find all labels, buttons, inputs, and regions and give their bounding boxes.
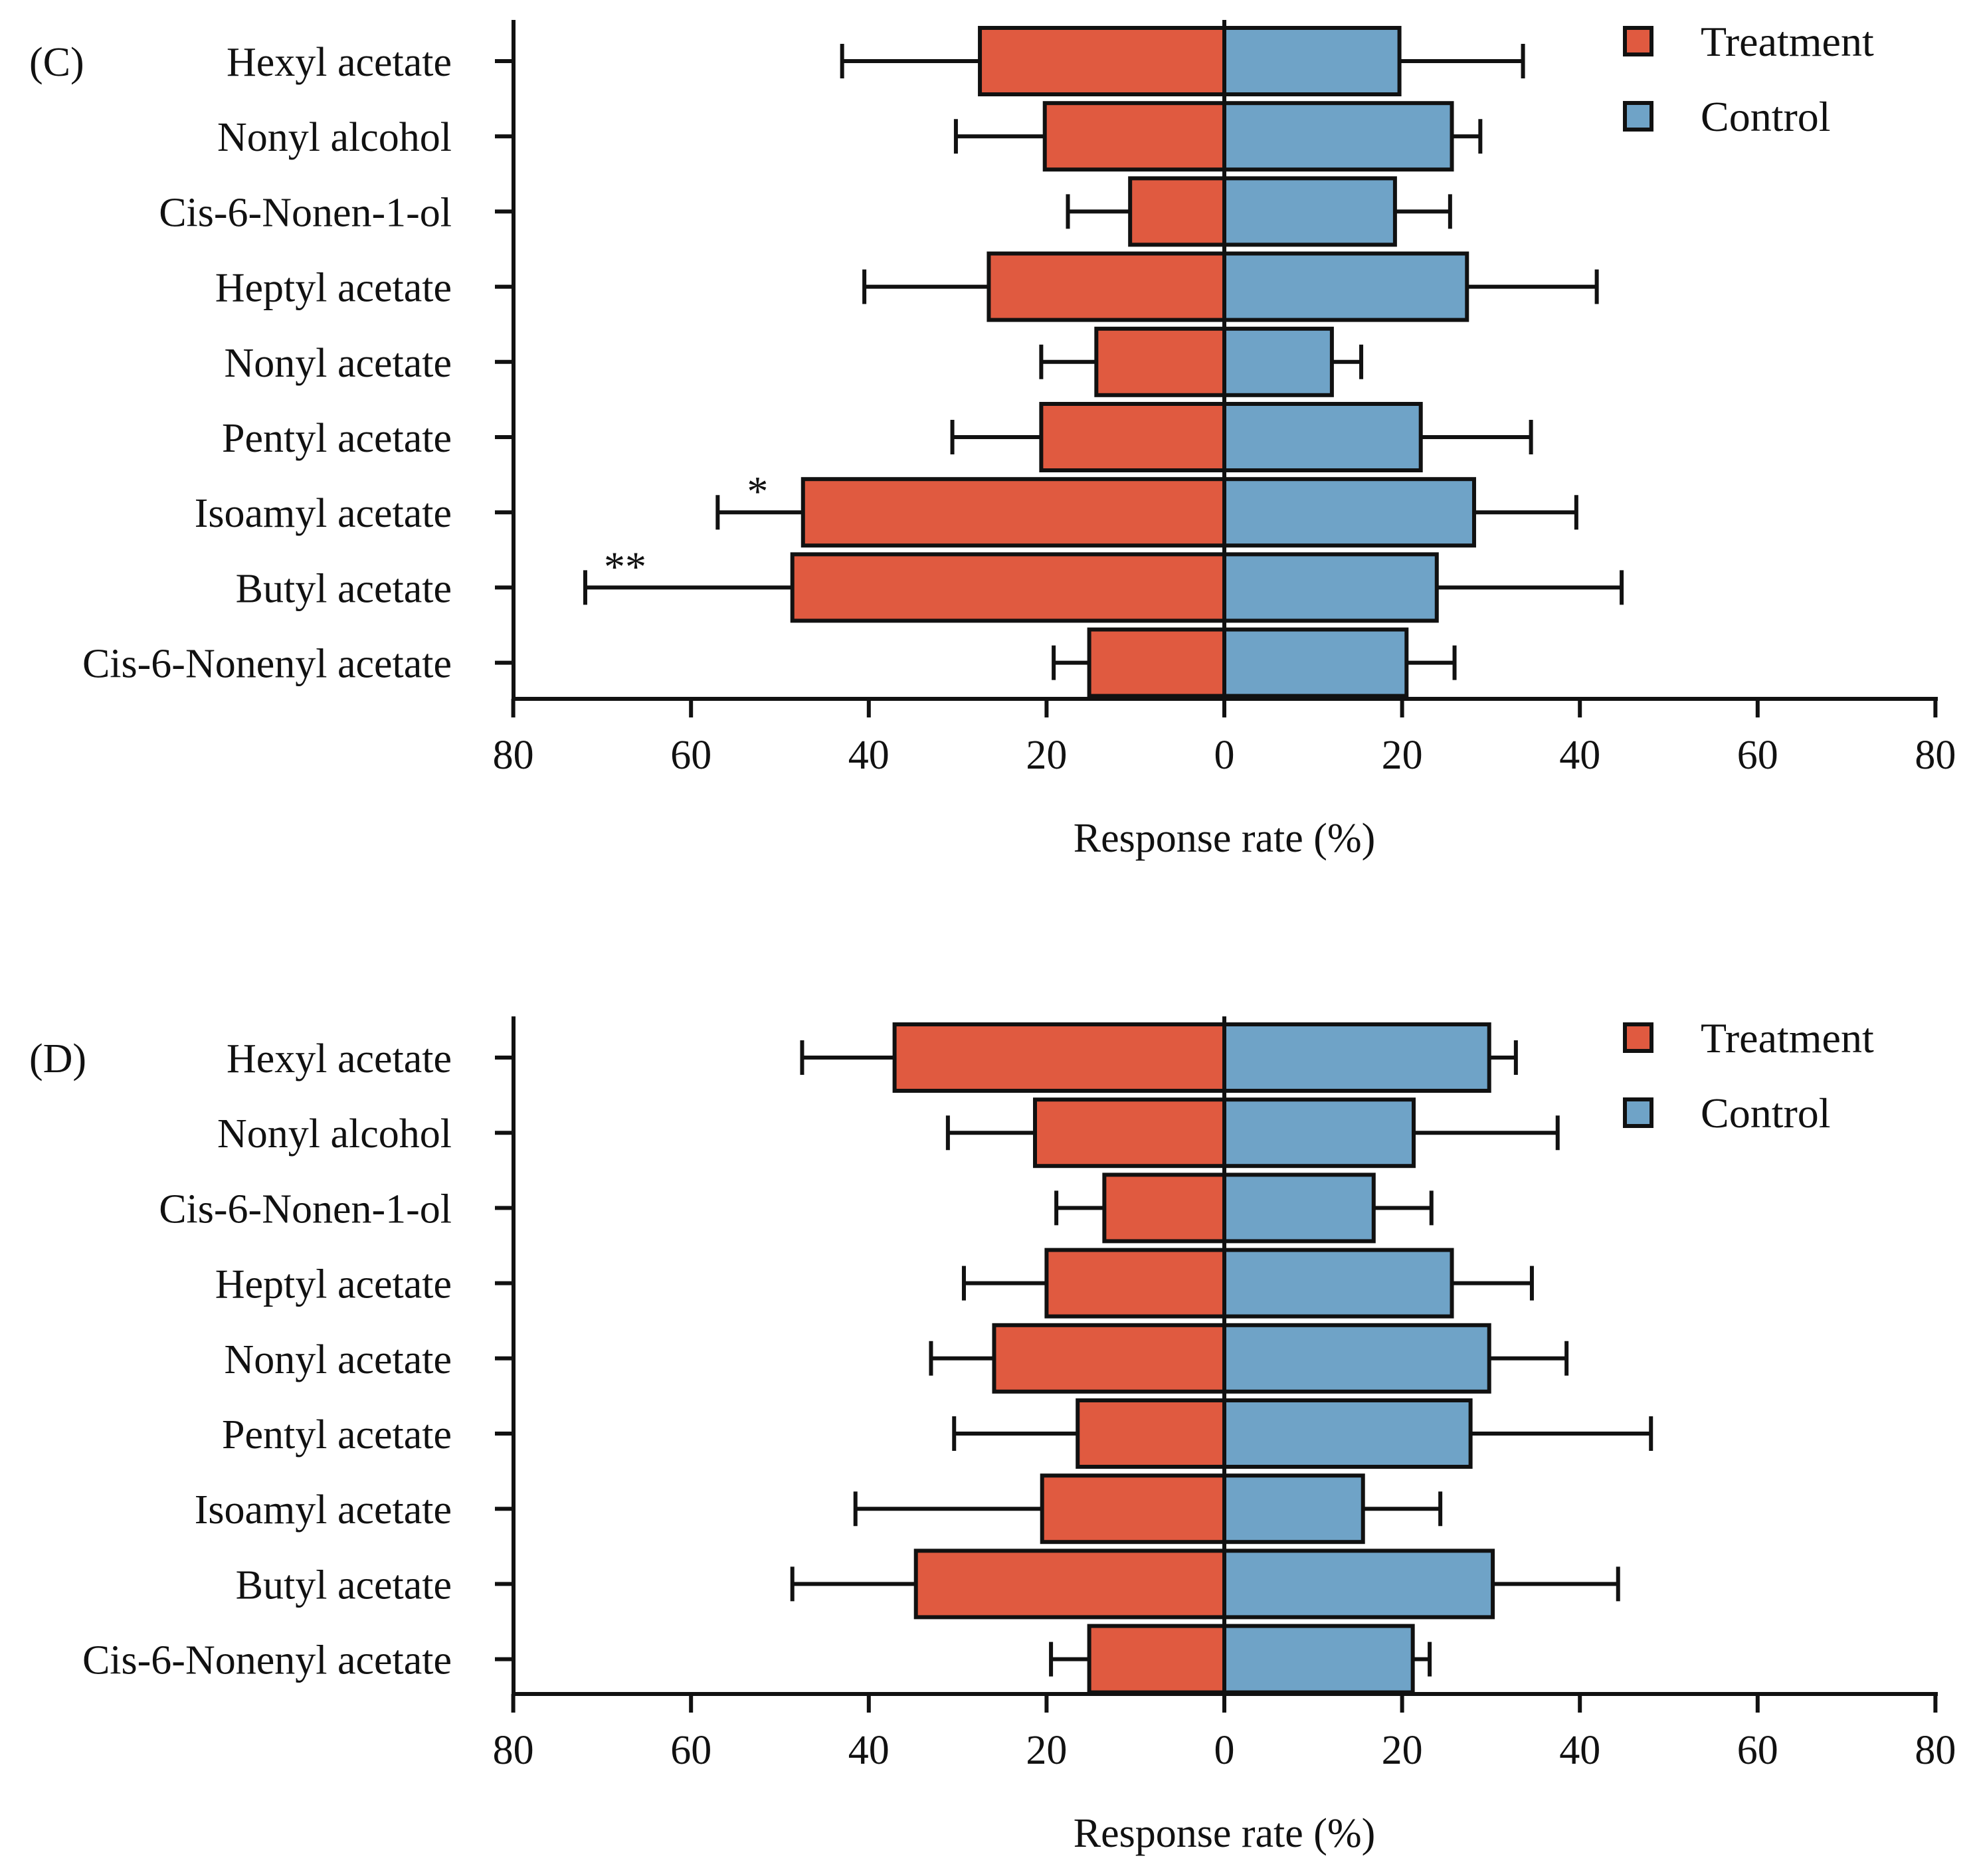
- x-tick-label: 80: [1915, 1728, 1956, 1773]
- treatment-bar: [1094, 326, 1226, 397]
- category-label: Isoamyl acetate: [195, 491, 452, 536]
- legend-swatch: [1623, 1097, 1653, 1128]
- category-label: Cis-6-Nonen-1-ol: [159, 1186, 452, 1232]
- category-label: Hexyl acetate: [227, 1036, 452, 1081]
- treatment-bar: [913, 1548, 1226, 1620]
- legend-label: Treatment: [1701, 18, 1874, 65]
- significance-label: **: [604, 543, 646, 590]
- control-bar: [1222, 1248, 1454, 1319]
- legend-swatch: [1623, 26, 1653, 56]
- treatment-bar: [1087, 1624, 1227, 1695]
- x-tick-label: 40: [1559, 733, 1600, 778]
- treatment-bar: [1102, 1172, 1226, 1244]
- x-tick-label: 40: [1559, 1728, 1600, 1773]
- treatment-bar: [1033, 1097, 1226, 1169]
- treatment-bar: [892, 1022, 1227, 1093]
- control-bar: [1222, 251, 1469, 322]
- control-bar: [1222, 26, 1402, 96]
- panel-c: Hexyl acetate Nonyl alcohol Cis-6-Nonen-1-…: [29, 18, 1956, 861]
- x-tick-label: 80: [493, 733, 534, 778]
- category-label: Cis-6-Nonen-1-ol: [159, 190, 452, 235]
- x-tick-label: 60: [1737, 1728, 1778, 1773]
- control-bar: [1222, 101, 1454, 172]
- control-bar: [1222, 1172, 1376, 1244]
- control-bar: [1222, 1323, 1491, 1394]
- x-tick-label: 80: [493, 1728, 534, 1773]
- x-tick-label: 40: [848, 733, 890, 778]
- treatment-bar: [1076, 1398, 1226, 1469]
- control-bar: [1222, 477, 1476, 548]
- x-tick-label: 80: [1915, 733, 1956, 778]
- control-bar: [1222, 627, 1409, 698]
- treatment-bar: [800, 477, 1226, 548]
- category-label: Nonyl alcohol: [217, 1111, 452, 1157]
- x-tick-label: 60: [670, 1728, 711, 1773]
- treatment-bar: [1039, 402, 1226, 472]
- control-bar: [1222, 1624, 1415, 1695]
- x-tick-label: 0: [1214, 1728, 1235, 1773]
- control-bar: [1222, 1473, 1365, 1545]
- category-label: Isoamyl acetate: [195, 1487, 452, 1533]
- treatment-bar: [992, 1323, 1226, 1394]
- panel-label: (D): [29, 1036, 86, 1081]
- treatment-bar: [978, 26, 1227, 96]
- category-label: Pentyl acetate: [222, 1412, 452, 1457]
- x-tick-label: 40: [848, 1728, 890, 1773]
- category-label: Butyl acetate: [236, 1562, 452, 1608]
- control-bar: [1222, 552, 1439, 623]
- x-axis-title: Response rate (%): [1074, 1811, 1376, 1856]
- category-label: Cis-6-Nonenyl acetate: [82, 642, 452, 687]
- category-label: Butyl acetate: [236, 566, 452, 611]
- control-bar: [1222, 326, 1334, 397]
- treatment-bar: [1040, 1473, 1226, 1545]
- x-axis-title: Response rate (%): [1074, 816, 1376, 861]
- x-tick-label: 20: [1026, 733, 1067, 778]
- control-bar: [1222, 176, 1397, 247]
- x-tick-label: 20: [1382, 1728, 1423, 1773]
- control-bar: [1222, 1398, 1473, 1469]
- category-label: Cis-6-Nonenyl acetate: [82, 1638, 452, 1683]
- treatment-bar: [1044, 1248, 1227, 1319]
- category-label: Nonyl acetate: [224, 1337, 452, 1382]
- control-bar: [1222, 1022, 1491, 1093]
- x-tick-label: 60: [670, 733, 711, 778]
- legend-label: Control: [1701, 93, 1831, 140]
- category-label: Heptyl acetate: [215, 266, 452, 311]
- panel-label: (C): [29, 40, 84, 85]
- x-tick-label: 0: [1214, 733, 1235, 778]
- treatment-bar: [1128, 176, 1226, 247]
- treatment-bar: [1087, 627, 1227, 698]
- control-bar: [1222, 402, 1423, 472]
- legend-swatch: [1623, 1022, 1653, 1053]
- category-label: Nonyl alcohol: [217, 115, 452, 160]
- x-tick-label: 20: [1026, 1728, 1067, 1773]
- category-label: Nonyl acetate: [224, 341, 452, 386]
- legend-swatch: [1623, 101, 1653, 132]
- x-tick-label: 60: [1737, 733, 1778, 778]
- treatment-bar: [790, 552, 1227, 623]
- significance-label: *: [747, 468, 768, 515]
- control-bar: [1222, 1548, 1495, 1620]
- panel-d: Hexyl acetate Nonyl alcohol Cis-6-Nonen-1-…: [29, 1014, 1956, 1856]
- category-label: Hexyl acetate: [227, 40, 452, 85]
- legend-label: Treatment: [1701, 1014, 1874, 1062]
- x-tick-label: 20: [1382, 733, 1423, 778]
- treatment-bar: [1042, 101, 1226, 172]
- treatment-bar: [987, 251, 1227, 322]
- category-label: Heptyl acetate: [215, 1262, 452, 1307]
- control-bar: [1222, 1097, 1416, 1169]
- legend-label: Control: [1701, 1089, 1831, 1137]
- category-label: Pentyl acetate: [222, 416, 452, 461]
